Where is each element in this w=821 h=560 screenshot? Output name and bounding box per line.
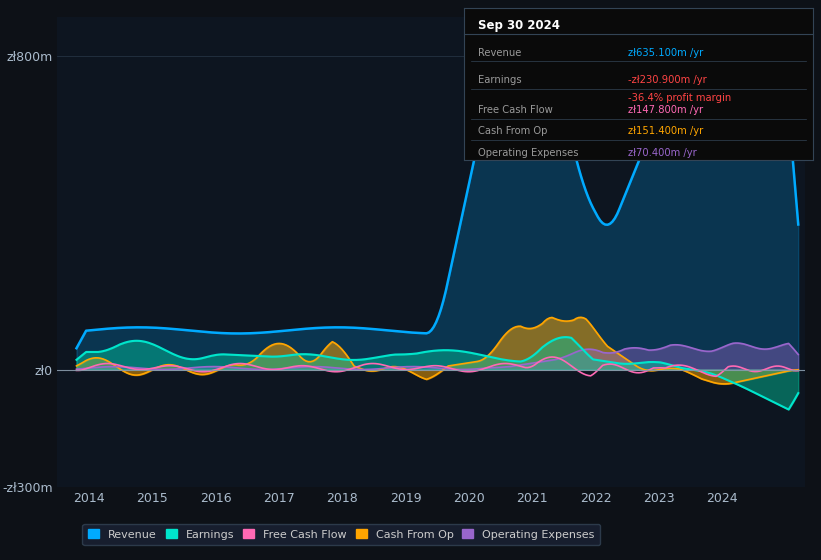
Text: zł70.400m /yr: zł70.400m /yr (628, 147, 696, 157)
Text: Revenue: Revenue (478, 48, 521, 58)
Text: zł635.100m /yr: zł635.100m /yr (628, 48, 703, 58)
Legend: Revenue, Earnings, Free Cash Flow, Cash From Op, Operating Expenses: Revenue, Earnings, Free Cash Flow, Cash … (82, 524, 600, 545)
Text: Sep 30 2024: Sep 30 2024 (478, 19, 560, 32)
Text: zł147.800m /yr: zł147.800m /yr (628, 105, 703, 115)
Text: -zł230.900m /yr: -zł230.900m /yr (628, 75, 707, 85)
Text: Free Cash Flow: Free Cash Flow (478, 105, 553, 115)
Text: Earnings: Earnings (478, 75, 521, 85)
Text: -36.4% profit margin: -36.4% profit margin (628, 93, 732, 103)
Text: zł151.400m /yr: zł151.400m /yr (628, 127, 703, 136)
Text: Cash From Op: Cash From Op (478, 127, 548, 136)
Text: Operating Expenses: Operating Expenses (478, 147, 578, 157)
